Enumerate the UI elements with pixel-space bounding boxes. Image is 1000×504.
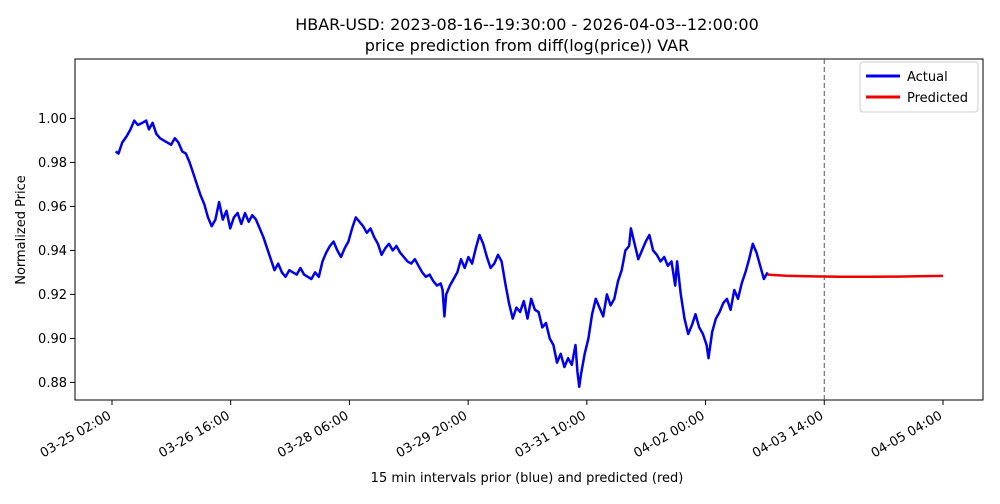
y-tick-label: 0.96	[38, 200, 67, 215]
y-tick-label: 0.94	[38, 244, 67, 259]
y-tick-label: 0.92	[38, 288, 67, 303]
x-tick-label: 04-03 14:00	[750, 408, 826, 461]
chart-title: HBAR-USD: 2023-08-16--19:30:00 - 2026-04…	[295, 15, 759, 34]
legend: Actual Predicted	[859, 61, 979, 113]
legend-label-actual: Actual	[907, 70, 948, 85]
plot-area: 0.88 0.90 0.92 0.94 0.96 0.98 1.00 03-25 02:00 0…	[38, 58, 984, 461]
y-tick-label: 0.98	[38, 156, 67, 171]
legend-label-predicted: Predicted	[907, 91, 968, 106]
plot-frame	[74, 58, 984, 401]
y-tick-label: 1.00	[38, 112, 67, 127]
x-tick-label: 03-28 06:00	[275, 408, 351, 461]
y-tick-label: 0.90	[38, 332, 67, 347]
x-tick-label: 03-26 16:00	[156, 408, 232, 461]
predicted-price-line	[767, 273, 944, 279]
x-tick-label: 03-29 20:00	[394, 408, 470, 461]
y-tick-label: 0.88	[38, 376, 67, 391]
actual-price-line	[114, 119, 769, 389]
x-tick-label: 04-02 00:00	[631, 408, 707, 461]
x-tick-label: 04-05 04:00	[869, 408, 945, 461]
chart-subtitle: price prediction from diff(log(price)) V…	[365, 36, 689, 55]
x-tick-label: 03-31 10:00	[513, 408, 589, 461]
x-tick-label: 03-25 02:00	[38, 408, 114, 461]
x-axis-label: 15 min intervals prior (blue) and predic…	[371, 471, 684, 486]
y-axis-label: Normalized Price	[14, 175, 29, 285]
